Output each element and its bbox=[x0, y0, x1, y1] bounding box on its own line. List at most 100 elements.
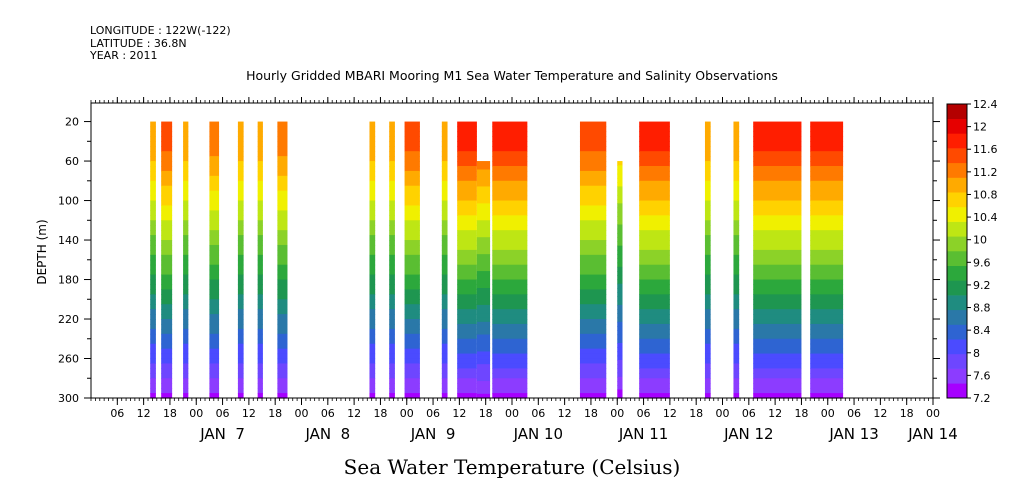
data-cell bbox=[639, 170, 670, 177]
data-cell bbox=[639, 220, 670, 226]
data-cell bbox=[704, 378, 711, 384]
data-cell bbox=[389, 244, 395, 251]
data-cell bbox=[404, 358, 420, 365]
data-cell bbox=[617, 199, 623, 204]
data-cell bbox=[617, 342, 623, 348]
data-cell bbox=[639, 151, 670, 157]
data-cell bbox=[369, 259, 376, 266]
data-cell bbox=[810, 180, 844, 187]
data-cell bbox=[209, 388, 220, 394]
data-cell bbox=[492, 225, 528, 231]
data-cell bbox=[369, 215, 376, 221]
data-cell bbox=[476, 317, 491, 323]
data-cell bbox=[617, 254, 623, 259]
data-cell bbox=[617, 182, 623, 188]
data-cell bbox=[183, 264, 189, 271]
data-cell bbox=[209, 358, 220, 365]
data-cell bbox=[257, 121, 263, 128]
data-cell bbox=[161, 141, 173, 147]
data-cell bbox=[492, 244, 528, 251]
data-cell bbox=[441, 363, 448, 369]
data-cell bbox=[733, 136, 740, 142]
data-cell bbox=[476, 283, 491, 289]
data-cell bbox=[369, 373, 376, 379]
data-cell bbox=[257, 323, 263, 330]
colorbar-frame bbox=[946, 103, 968, 399]
data-cell bbox=[389, 259, 395, 266]
data-cell bbox=[441, 314, 448, 320]
data-cell bbox=[704, 121, 711, 128]
data-cell bbox=[150, 358, 156, 365]
data-cell bbox=[810, 368, 844, 374]
data-cell bbox=[161, 230, 173, 236]
data-cell bbox=[639, 319, 670, 325]
data-cell bbox=[753, 235, 802, 241]
data-cell bbox=[150, 190, 156, 197]
data-cell bbox=[492, 284, 528, 290]
data-cell bbox=[733, 225, 740, 231]
data-cell bbox=[150, 348, 156, 355]
data-cell bbox=[579, 284, 607, 290]
data-cell bbox=[150, 195, 156, 202]
data-cell bbox=[389, 284, 395, 290]
data-cell bbox=[753, 304, 802, 310]
data-cell bbox=[617, 385, 623, 391]
data-cell bbox=[753, 185, 802, 192]
data-cell bbox=[257, 185, 263, 192]
data-cell bbox=[733, 190, 740, 197]
data-cell bbox=[150, 175, 156, 182]
data-cell bbox=[617, 300, 623, 306]
data-cell bbox=[810, 254, 844, 261]
data-cell bbox=[183, 314, 189, 320]
data-cell bbox=[753, 205, 802, 212]
data-cell bbox=[237, 309, 244, 315]
x-tick-label: 18 bbox=[479, 407, 493, 420]
data-cell bbox=[209, 294, 220, 300]
data-cell bbox=[617, 161, 623, 166]
data-cell bbox=[617, 211, 623, 217]
data-cell bbox=[277, 215, 288, 221]
data-cell bbox=[257, 358, 263, 365]
data-cell bbox=[639, 131, 670, 137]
x-tick-label: 18 bbox=[373, 407, 387, 420]
data-cell bbox=[277, 131, 288, 137]
data-cell bbox=[161, 259, 173, 266]
data-cell bbox=[476, 296, 491, 302]
data-cell bbox=[753, 338, 802, 345]
data-cell bbox=[161, 165, 173, 172]
data-cell bbox=[389, 136, 395, 142]
data-cell bbox=[441, 343, 448, 350]
y-tick-label: 260 bbox=[58, 353, 79, 366]
data-cell bbox=[209, 200, 220, 207]
data-cell bbox=[237, 323, 244, 330]
data-cell bbox=[209, 141, 220, 147]
data-cell bbox=[257, 343, 263, 350]
data-cell bbox=[277, 185, 288, 192]
data-cell bbox=[441, 175, 448, 182]
data-cell bbox=[183, 338, 189, 345]
data-cell bbox=[753, 230, 802, 236]
data-cell bbox=[277, 368, 288, 374]
colorbar-swatch bbox=[947, 309, 967, 325]
data-cell bbox=[161, 146, 173, 152]
data-cell bbox=[476, 271, 491, 276]
data-cell bbox=[237, 383, 244, 389]
data-cell bbox=[704, 205, 711, 212]
data-cell bbox=[733, 388, 740, 394]
data-cell bbox=[369, 309, 376, 315]
data-cell bbox=[161, 200, 173, 207]
data-cell bbox=[161, 175, 173, 182]
data-cell bbox=[237, 254, 244, 261]
x-date-label: JAN 7 bbox=[199, 425, 245, 443]
data-cell bbox=[810, 309, 844, 315]
data-cell bbox=[237, 338, 244, 345]
data-cell bbox=[733, 259, 740, 266]
data-cell bbox=[810, 259, 844, 266]
data-cell bbox=[209, 289, 220, 295]
data-cell bbox=[161, 383, 173, 389]
data-cell bbox=[277, 230, 288, 236]
x-date-label: JAN 8 bbox=[304, 425, 350, 443]
data-cell bbox=[237, 363, 244, 369]
data-cell bbox=[704, 279, 711, 286]
data-cell bbox=[237, 269, 244, 276]
